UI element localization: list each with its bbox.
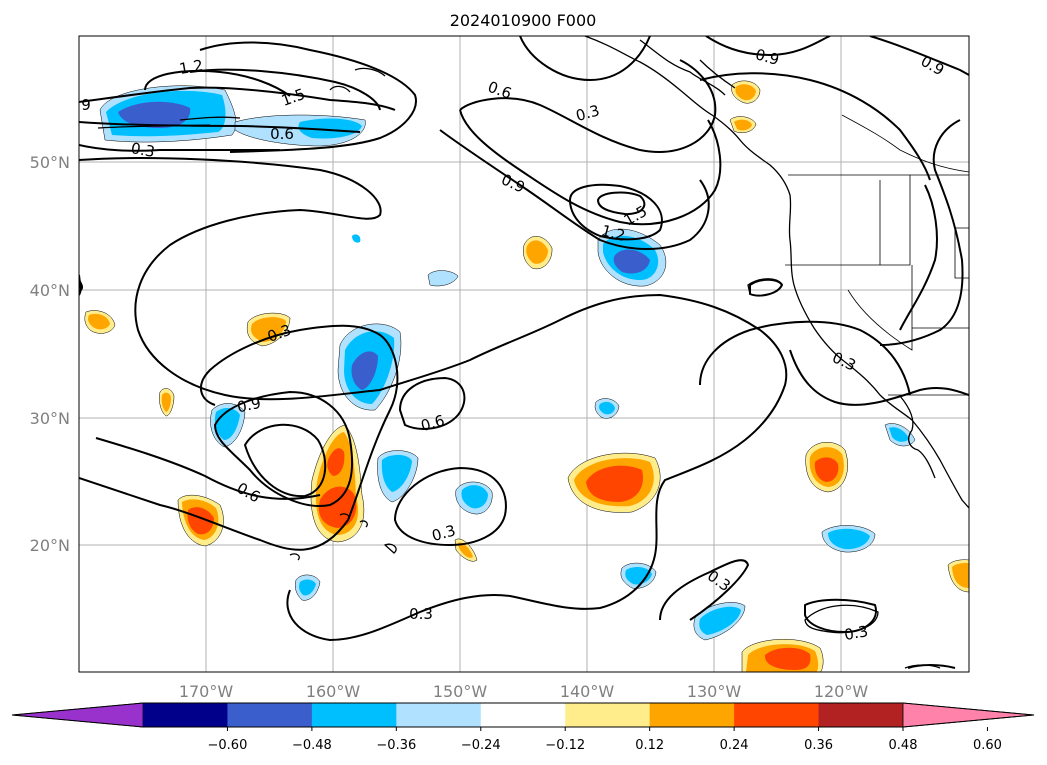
contour-label: 0.3 bbox=[430, 521, 458, 545]
map-frame bbox=[78, 35, 970, 673]
contour-label: 0.9 bbox=[235, 394, 262, 417]
colorbar-cell bbox=[565, 703, 651, 727]
lon-label: 140°W bbox=[560, 682, 615, 701]
colorbar-tick-label: 0.60 bbox=[973, 738, 1002, 753]
colorbar-cell bbox=[143, 703, 228, 727]
contour-label: 1.2 bbox=[178, 56, 205, 78]
contour-label: 0.6 bbox=[270, 125, 294, 143]
colorbar-cell bbox=[480, 703, 566, 727]
contour-0.3-central bbox=[79, 324, 399, 551]
colorbar-cells bbox=[11, 702, 1035, 728]
colorbar-cell bbox=[396, 703, 482, 727]
latitude-labels: 50°N 40°N 30°N 20°N bbox=[30, 153, 70, 555]
negative-anomaly-regions bbox=[99, 85, 916, 641]
colorbar-tick-label: −0.24 bbox=[461, 738, 501, 753]
contour-label: 1.2 bbox=[599, 221, 627, 245]
contour-label: 0.6 bbox=[419, 411, 447, 435]
lat-label: 20°N bbox=[30, 536, 70, 555]
lat-label: 30°N bbox=[30, 409, 70, 428]
colorbar-extend-low bbox=[11, 702, 144, 728]
lon-label: 130°W bbox=[687, 682, 742, 701]
lat-label: 40°N bbox=[30, 281, 70, 300]
colorbar-cell bbox=[649, 703, 735, 727]
contour-lines bbox=[79, 36, 969, 669]
colorbar-cell bbox=[311, 703, 397, 727]
coastlines bbox=[97, 36, 969, 669]
contour-label: 0.3 bbox=[843, 622, 870, 644]
lon-label: 160°W bbox=[306, 682, 361, 701]
colorbar: −0.60 −0.48 −0.36 −0.24 −0.12 0.12 0.24 0.36 0.4… bbox=[11, 702, 1035, 753]
colorbar-tick-label: 0.24 bbox=[720, 738, 749, 753]
colorbar-cell bbox=[227, 703, 313, 727]
contour-west-jet bbox=[79, 86, 396, 111]
contour-label: 9 bbox=[81, 96, 91, 114]
contour-label: 0.3 bbox=[574, 101, 602, 125]
colorbar-tick-label: 0.48 bbox=[889, 738, 918, 753]
colorbar-extend-high bbox=[902, 702, 1035, 728]
colorbar-cell bbox=[818, 703, 904, 727]
contour-label: 0.3 bbox=[409, 605, 433, 623]
colorbar-tick-label: −0.36 bbox=[376, 738, 416, 753]
map-title: 2024010900 F000 bbox=[450, 11, 597, 30]
longitude-labels: 170°W 160°W 150°W 140°W 130°W 120°W bbox=[179, 682, 869, 701]
lon-label: 170°W bbox=[179, 682, 234, 701]
lat-label: 50°N bbox=[30, 153, 70, 172]
political-borders bbox=[785, 114, 969, 396]
colorbar-tick-label: −0.12 bbox=[545, 738, 585, 753]
lon-label: 150°W bbox=[433, 682, 488, 701]
lon-label: 120°W bbox=[814, 682, 869, 701]
colorbar-tick-label: 0.36 bbox=[804, 738, 833, 753]
colorbar-frame bbox=[11, 702, 1035, 728]
colorbar-ticks: −0.60 −0.48 −0.36 −0.24 −0.12 0.12 0.24 0.36 0.4… bbox=[208, 727, 1002, 753]
contour-label: 0.3 bbox=[130, 139, 157, 161]
colorbar-tick-label: −0.48 bbox=[292, 738, 332, 753]
colorbar-cell bbox=[734, 703, 820, 727]
colorbar-tick-label: 0.12 bbox=[635, 738, 664, 753]
map-area: 1.2 1.5 9 0.6 0.3 0.6 0.3 0.9 0.9 0.9 1.… bbox=[79, 36, 969, 672]
colorbar-tick-label: −0.60 bbox=[208, 738, 248, 753]
contour-label: 0.9 bbox=[753, 45, 781, 69]
